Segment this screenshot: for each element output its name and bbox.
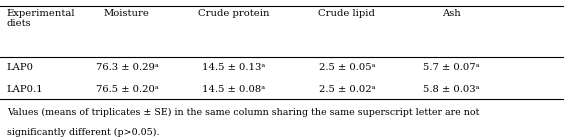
Text: 2.5 ± 0.05ᵃ: 2.5 ± 0.05ᵃ: [319, 63, 375, 72]
Text: 14.5 ± 0.08ᵃ: 14.5 ± 0.08ᵃ: [202, 85, 266, 94]
Text: Crude protein: Crude protein: [199, 9, 270, 18]
Text: 76.5 ± 0.20ᵃ: 76.5 ± 0.20ᵃ: [95, 85, 158, 94]
Text: Crude lipid: Crude lipid: [319, 9, 375, 18]
Text: Experimental
diets: Experimental diets: [7, 9, 75, 28]
Text: LAP0.1: LAP0.1: [7, 85, 43, 94]
Text: LAP0: LAP0: [7, 63, 34, 72]
Text: 2.5 ± 0.02ᵃ: 2.5 ± 0.02ᵃ: [319, 85, 375, 94]
Text: significantly different (p>0.05).: significantly different (p>0.05).: [7, 128, 159, 137]
Text: 5.8 ± 0.03ᵃ: 5.8 ± 0.03ᵃ: [423, 85, 479, 94]
Text: Moisture: Moisture: [104, 9, 150, 18]
Text: 14.5 ± 0.13ᵃ: 14.5 ± 0.13ᵃ: [202, 63, 266, 72]
Text: 76.3 ± 0.29ᵃ: 76.3 ± 0.29ᵃ: [95, 63, 158, 72]
Text: Ash: Ash: [442, 9, 461, 18]
Text: 5.7 ± 0.07ᵃ: 5.7 ± 0.07ᵃ: [423, 63, 479, 72]
Text: Values (means of triplicates ± SE) in the same column sharing the same superscri: Values (means of triplicates ± SE) in th…: [7, 108, 479, 117]
